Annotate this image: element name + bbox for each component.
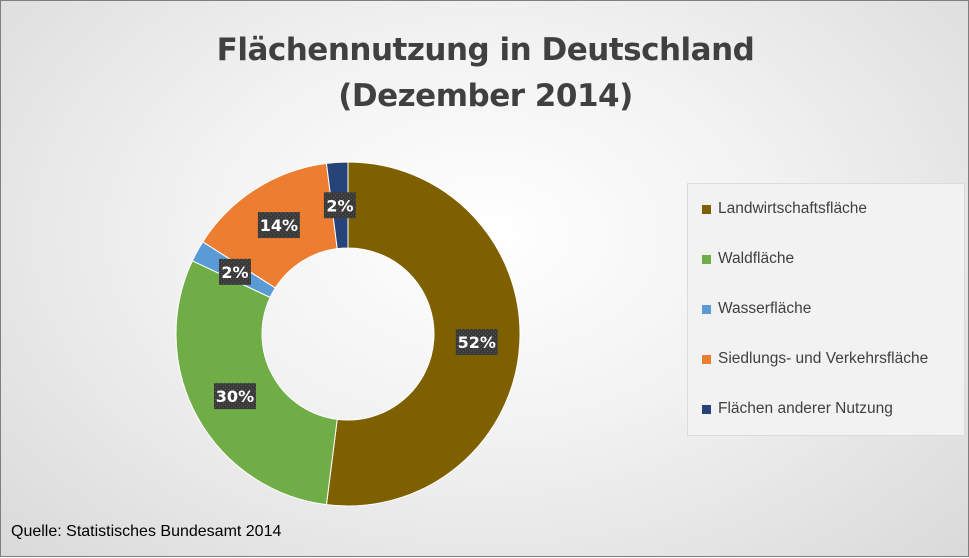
slice-wald — [175, 260, 338, 506]
legend: Landwirtschaftsfläche Waldfläche Wasserflä… — [687, 183, 965, 436]
legend-item-siedlung-verkehr: Siedlungs- und Verkehrsfläche — [702, 348, 928, 370]
legend-item-wasser: Wasserfläche — [702, 298, 811, 320]
data-label-box — [213, 383, 256, 410]
data-label-box — [257, 212, 300, 239]
data-label-box — [455, 329, 498, 356]
data-label-text: 30% — [216, 387, 254, 406]
data-label-text: 14% — [260, 216, 298, 235]
data-label-box — [323, 192, 356, 219]
legend-item-wald: Waldfläche — [702, 248, 794, 270]
legend-swatch — [702, 204, 711, 214]
slice-landwirtschaft — [325, 161, 521, 507]
data-label-wasser: 2% — [218, 258, 251, 285]
source-note: Quelle: Statistisches Bundesamt 2014 — [11, 523, 282, 540]
legend-label: Siedlungs- und Verkehrsfläche — [718, 350, 929, 367]
data-label-box — [218, 258, 251, 285]
legend-swatch — [702, 254, 711, 264]
legend-label: Wasserfläche — [718, 300, 812, 317]
legend-item-andere-nutzung: Flächen anderer Nutzung — [702, 398, 893, 420]
legend-swatch — [702, 354, 711, 364]
legend-label: Landwirtschaftsfläche — [718, 200, 868, 217]
data-label-andere-nutzung: 2% — [323, 192, 356, 219]
legend-swatch — [702, 304, 711, 314]
legend-item-landwirtschaft: Landwirtschaftsfläche — [702, 198, 867, 220]
chart-title: Flächennutzung in Deutschland — [216, 32, 755, 68]
chart-subtitle: (Dezember 2014) — [338, 78, 633, 114]
data-label-text: 2% — [326, 196, 353, 215]
data-label-siedlung-verkehr: 14% — [257, 212, 300, 239]
data-label-text: 2% — [221, 263, 248, 282]
legend-label: Flächen anderer Nutzung — [718, 400, 893, 417]
data-label-wald: 30% — [213, 383, 256, 410]
data-label-text: 52% — [458, 333, 496, 352]
data-label-landwirtschaft: 52% — [455, 329, 498, 356]
legend-label: Waldfläche — [718, 250, 795, 267]
legend-swatch — [702, 404, 711, 414]
